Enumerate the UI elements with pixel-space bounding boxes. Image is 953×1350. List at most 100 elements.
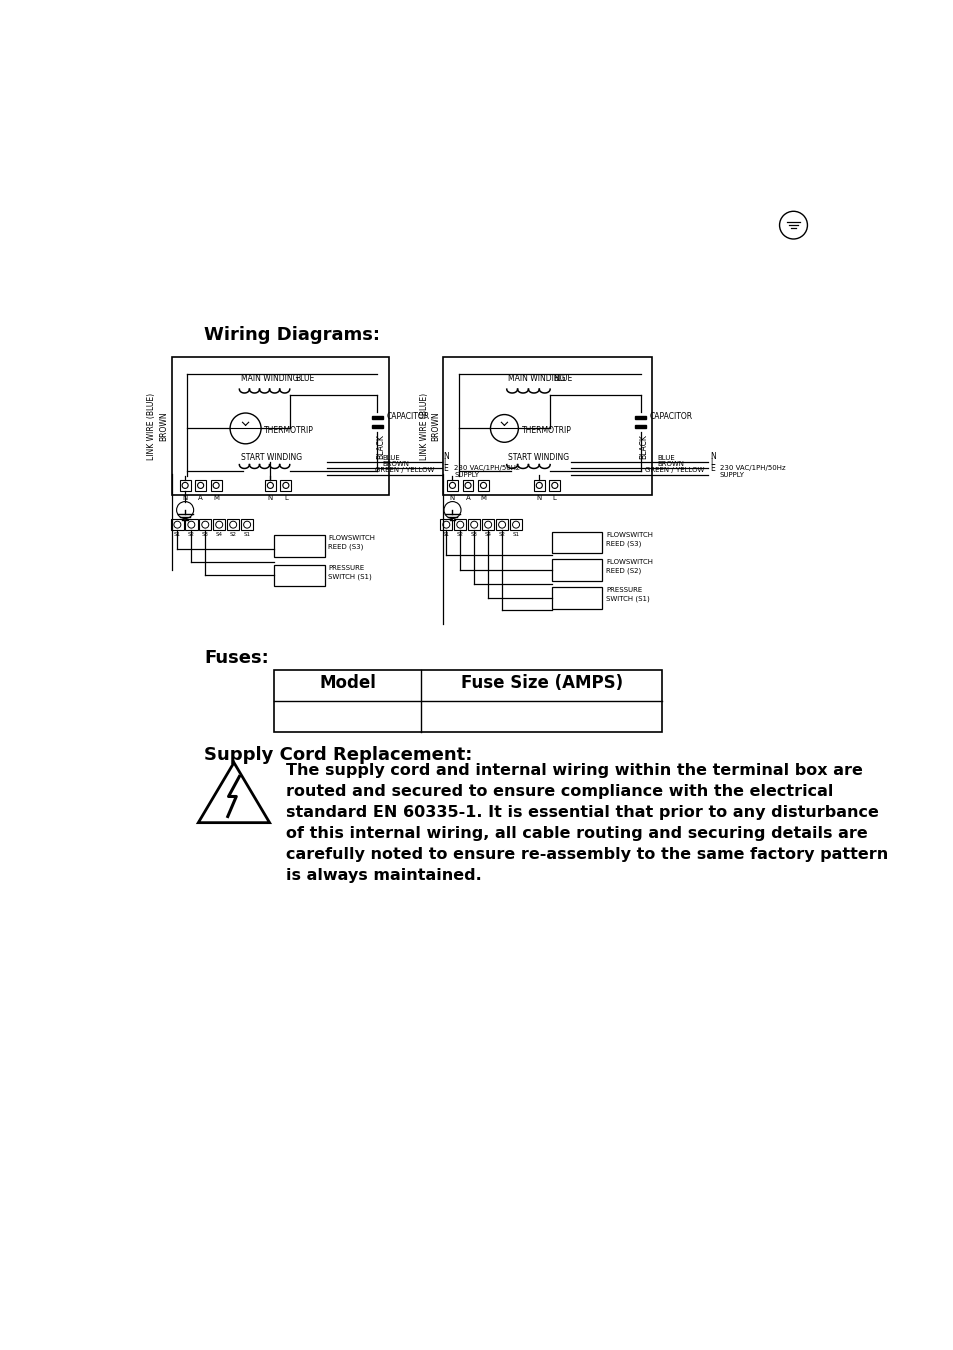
Bar (274, 536, 324, 558)
Bar (274, 564, 324, 586)
Text: BLUE: BLUE (294, 374, 314, 383)
Bar (635, 416, 645, 420)
Text: FLOWSWITCH: FLOWSWITCH (605, 532, 652, 537)
Text: The supply cord and internal wiring within the terminal box are
routed and secur: The supply cord and internal wiring with… (286, 763, 887, 883)
Bar (447, 481, 457, 491)
Text: L: L (284, 494, 288, 501)
Text: LINK WIRE (BLUE): LINK WIRE (BLUE) (419, 393, 429, 459)
Bar (534, 481, 544, 491)
Text: BLUE: BLUE (553, 374, 572, 383)
Bar (549, 481, 559, 491)
Text: THERMOTRIP: THERMOTRIP (521, 427, 571, 435)
Text: S3: S3 (470, 532, 477, 536)
Text: BROWN: BROWN (658, 460, 684, 467)
Text: GREEN / YELLOW: GREEN / YELLOW (644, 467, 703, 472)
Bar (199, 520, 212, 531)
Bar (551, 587, 601, 609)
Text: S1: S1 (442, 532, 449, 536)
Text: BROWN: BROWN (382, 460, 410, 467)
Bar (481, 520, 494, 531)
Text: L: L (443, 458, 447, 467)
Text: S2: S2 (188, 532, 194, 536)
Text: S1: S1 (512, 532, 519, 536)
Bar (551, 532, 601, 553)
Bar (468, 520, 480, 531)
Text: GREEN / YELLOW: GREEN / YELLOW (375, 467, 434, 472)
Text: S3: S3 (202, 532, 209, 536)
Text: THERMOTRIP: THERMOTRIP (264, 427, 314, 435)
Bar (551, 559, 601, 580)
Bar (171, 520, 183, 531)
Bar (213, 520, 225, 531)
Bar (265, 481, 275, 491)
Text: A: A (465, 494, 470, 501)
Text: N: N (268, 494, 273, 501)
Text: M: M (480, 494, 486, 501)
Bar (372, 425, 382, 428)
Bar (211, 481, 221, 491)
Text: FLOWSWITCH: FLOWSWITCH (605, 559, 652, 566)
Text: S1: S1 (173, 532, 181, 536)
Text: PRESSURE: PRESSURE (328, 564, 364, 571)
Text: LINK WIRE (BLUE): LINK WIRE (BLUE) (147, 393, 156, 459)
Bar (454, 520, 466, 531)
Text: L: L (709, 458, 713, 467)
Text: Supply Cord Replacement:: Supply Cord Replacement: (204, 745, 473, 764)
Bar (227, 520, 239, 531)
Text: Fuses:: Fuses: (204, 648, 269, 667)
Text: BLUE: BLUE (382, 455, 400, 460)
Text: BLACK: BLACK (639, 435, 648, 459)
Bar (372, 416, 382, 420)
Text: PRESSURE: PRESSURE (605, 587, 641, 593)
Bar (477, 481, 488, 491)
Bar (280, 481, 291, 491)
Text: BROWN: BROWN (431, 412, 439, 441)
Text: S4: S4 (215, 532, 222, 536)
Bar (439, 520, 452, 531)
Text: N: N (443, 452, 449, 460)
Text: E: E (709, 464, 714, 472)
Text: MAIN WINDING: MAIN WINDING (508, 374, 565, 383)
Text: N: N (450, 494, 455, 501)
Text: N: N (709, 452, 715, 460)
Text: CAPACITOR: CAPACITOR (386, 412, 429, 421)
Text: FLOWSWITCH: FLOWSWITCH (328, 536, 375, 541)
Text: REED (S2): REED (S2) (605, 568, 640, 574)
Text: START WINDING: START WINDING (241, 454, 302, 462)
Bar (195, 481, 206, 491)
Text: A: A (198, 494, 203, 501)
Text: CAPACITOR: CAPACITOR (649, 412, 693, 421)
Text: S4: S4 (484, 532, 491, 536)
Bar (496, 520, 508, 531)
Bar (509, 520, 521, 531)
Text: 230 VAC/1PH/50Hz
SUPPLY: 230 VAC/1PH/50Hz SUPPLY (720, 466, 784, 478)
Text: Fuse Size (AMPS): Fuse Size (AMPS) (460, 674, 622, 693)
Text: M: M (213, 494, 219, 501)
Text: BROWN: BROWN (159, 412, 168, 441)
Bar (462, 481, 473, 491)
Text: REED (S3): REED (S3) (328, 544, 363, 551)
Bar (179, 481, 191, 491)
Text: START WINDING: START WINDING (508, 454, 569, 462)
Text: S2: S2 (456, 532, 463, 536)
Text: S1: S1 (243, 532, 251, 536)
Bar (635, 425, 645, 428)
Text: S2: S2 (230, 532, 236, 536)
Text: MAIN WINDING: MAIN WINDING (241, 374, 298, 383)
Text: REED (S3): REED (S3) (605, 540, 640, 547)
Text: BLACK: BLACK (375, 435, 384, 459)
Text: E: E (443, 464, 448, 472)
Text: Wiring Diagrams:: Wiring Diagrams: (204, 325, 380, 344)
Text: SWITCH (S1): SWITCH (S1) (605, 595, 649, 602)
Bar (443, 356, 652, 495)
Text: BLUE: BLUE (658, 455, 675, 460)
Bar (274, 670, 661, 732)
Bar (241, 520, 253, 531)
Text: N: N (537, 494, 541, 501)
Text: N: N (182, 494, 188, 501)
Text: 230 VAC/1PH/50Hz
SUPPLY: 230 VAC/1PH/50Hz SUPPLY (454, 466, 519, 478)
Text: L: L (553, 494, 557, 501)
Bar (172, 356, 389, 495)
Text: SWITCH (S1): SWITCH (S1) (328, 574, 372, 579)
Text: S2: S2 (498, 532, 505, 536)
